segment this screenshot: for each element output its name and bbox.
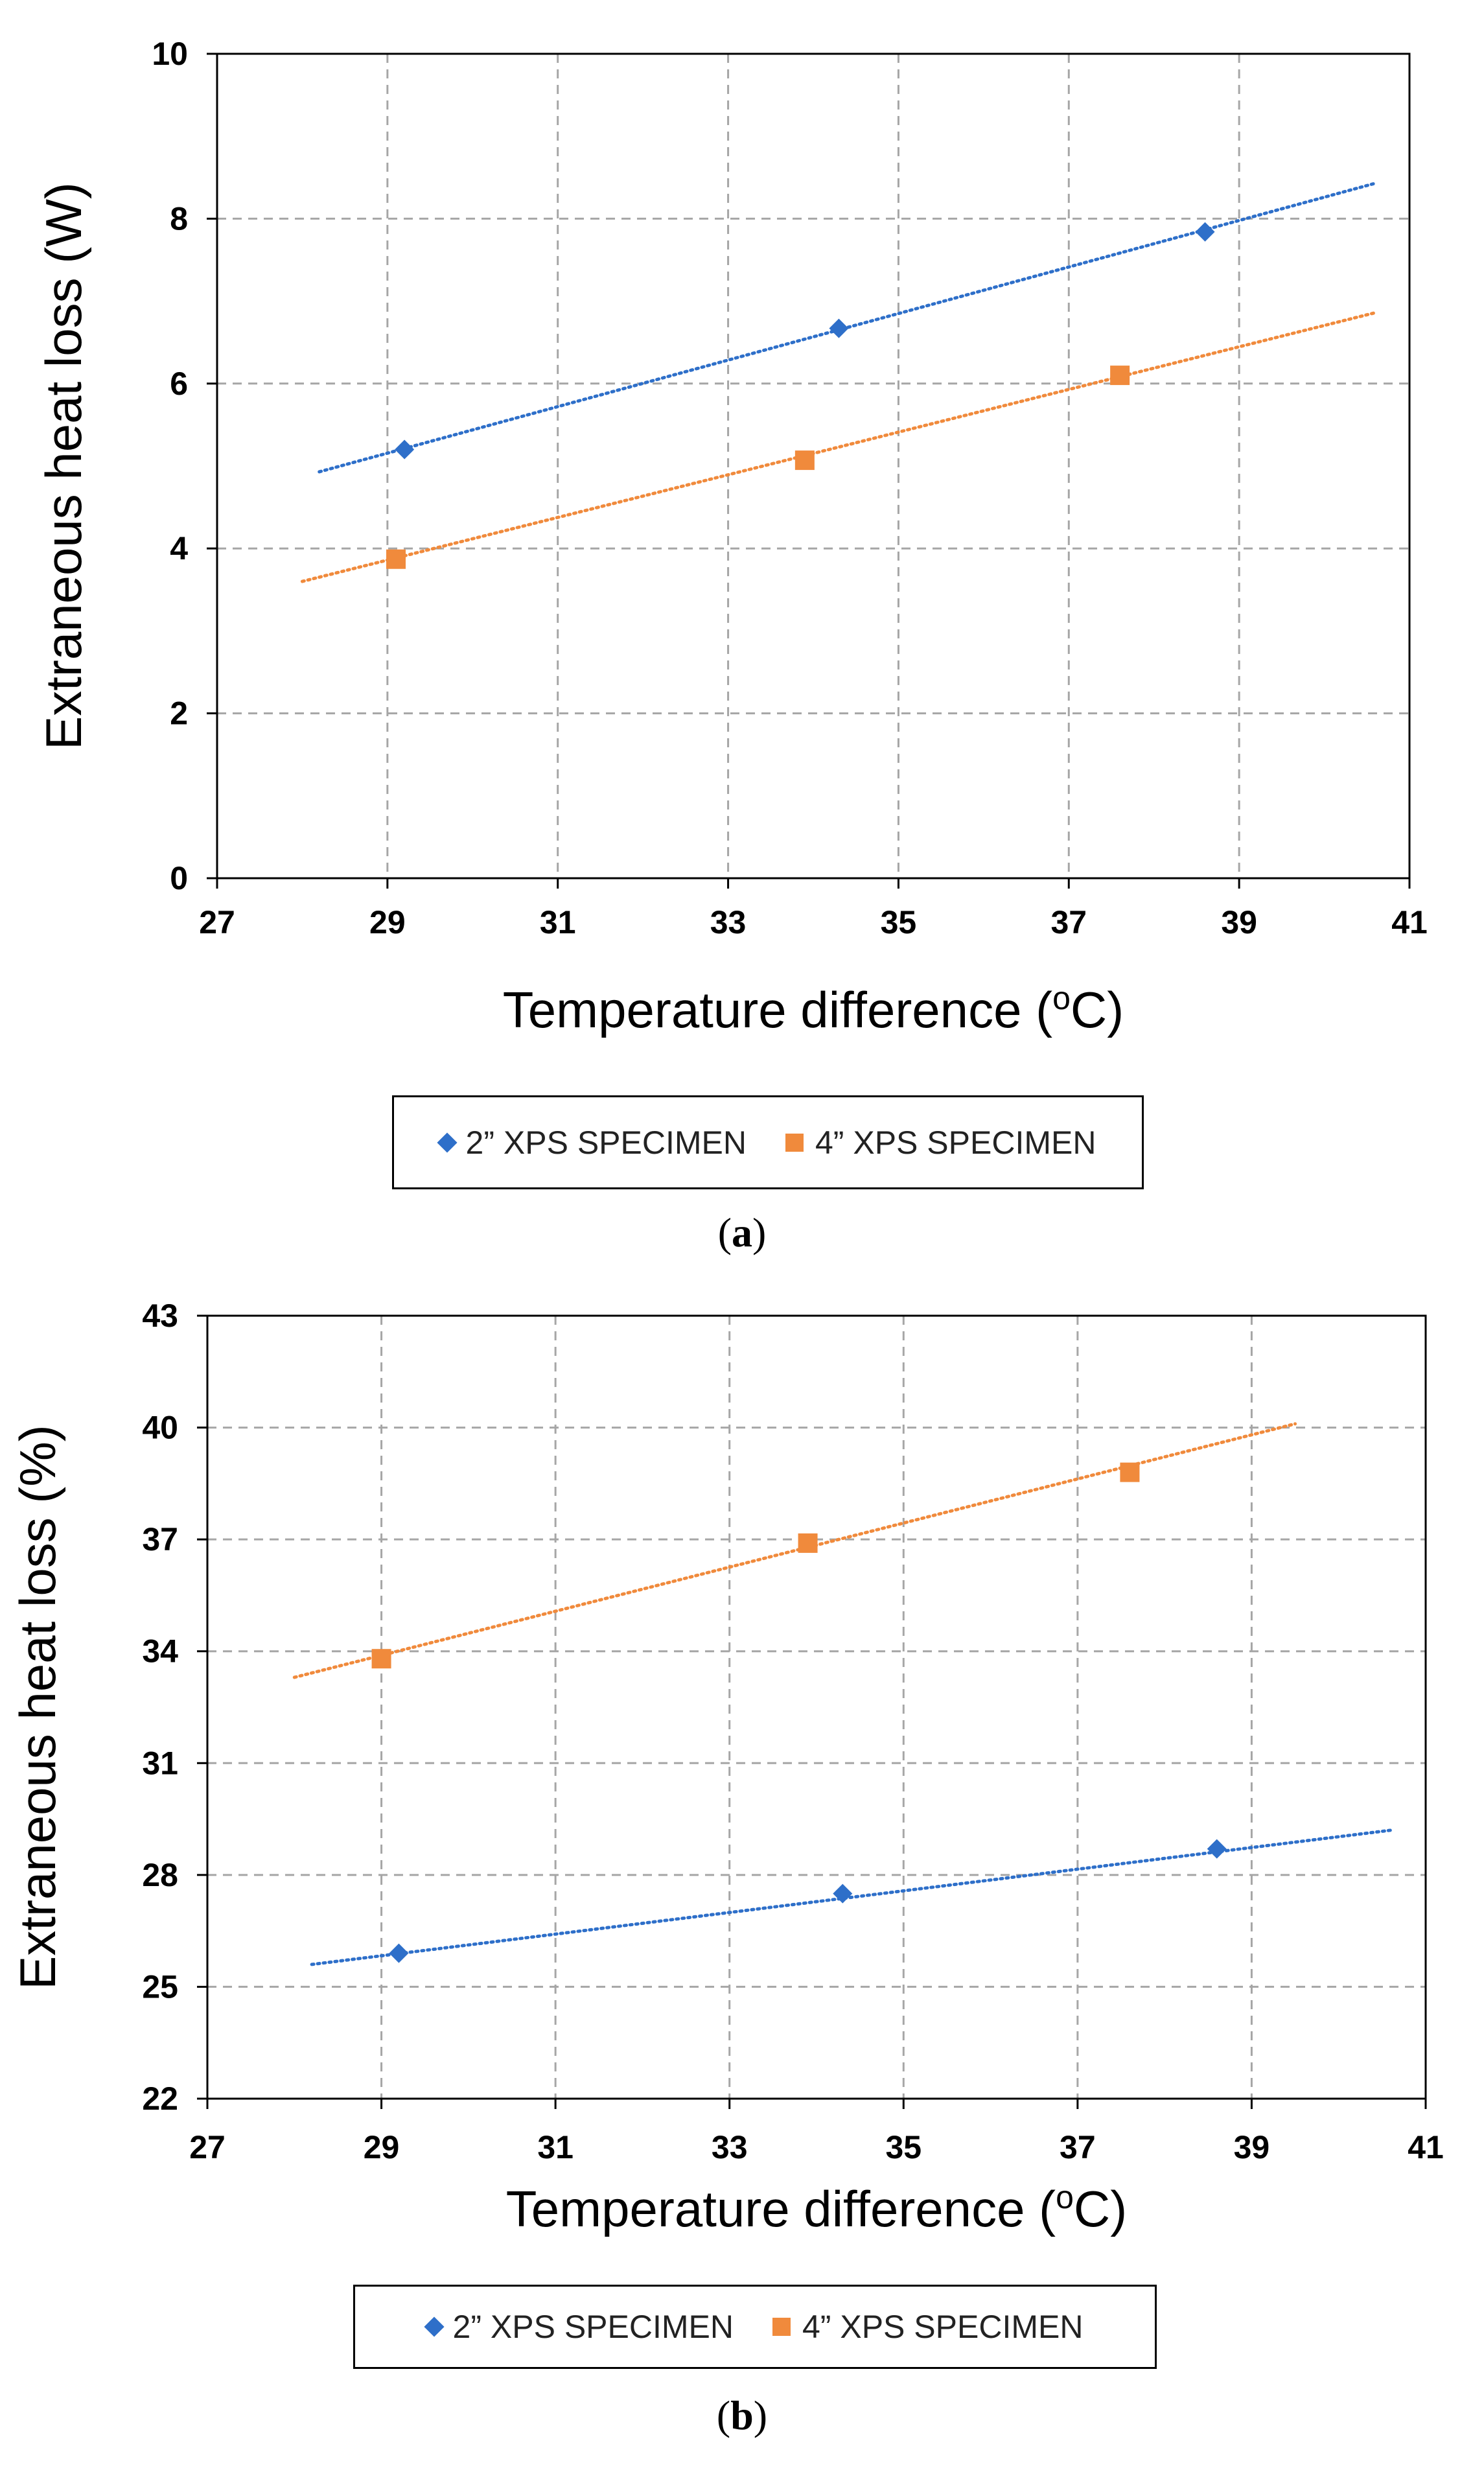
data-point-diamond — [395, 439, 415, 460]
data-point-diamond — [1207, 1839, 1227, 1859]
chart-b: 27 29 31 33 35 37 39 41 22 25 28 31 34 37 40 43 Temperat… — [9, 1298, 1444, 2237]
legend-a-label-2in: 2” XPS SPECIMEN — [465, 1124, 747, 1161]
x-tick-label: 37 — [1060, 2129, 1096, 2165]
x-tick-label: 33 — [710, 904, 747, 940]
plot-frame — [216, 52, 1411, 880]
data-point-square — [798, 1533, 818, 1553]
x-tick-label: 39 — [1234, 2129, 1270, 2165]
legend-b-item-4in: 4” XPS SPECIMEN — [772, 2308, 1083, 2346]
x-tick-label: 39 — [1221, 904, 1257, 940]
x-axis-title: Temperature difference (oC) — [503, 980, 1124, 1038]
x-axis-title: Temperature difference (oC) — [506, 2179, 1127, 2237]
y-tick-label: 2 — [170, 695, 188, 732]
y-tick-label: 28 — [142, 1857, 178, 1893]
data-point-diamond — [829, 318, 849, 338]
square-marker-icon — [785, 1133, 804, 1152]
y-tick-label: 31 — [142, 1745, 178, 1781]
y-tick-label: 37 — [142, 1521, 178, 1557]
x-tick-label: 33 — [712, 2129, 748, 2165]
y-tick-label: 4 — [170, 530, 188, 566]
data-point-square — [794, 450, 815, 471]
diamond-marker-icon — [436, 1132, 458, 1153]
y-tick-label: 6 — [170, 366, 188, 402]
data-point-square — [1120, 1462, 1140, 1482]
data-point-diamond — [389, 1943, 409, 1963]
y-tick-label: 0 — [170, 860, 188, 896]
legend-a: 2” XPS SPECIMEN 4” XPS SPECIMEN — [392, 1095, 1144, 1189]
data-point-square — [386, 549, 406, 569]
legend-a-item-4in: 4” XPS SPECIMEN — [785, 1124, 1096, 1161]
data-point-diamond — [1195, 222, 1215, 242]
legend-b-label-2in: 2” XPS SPECIMEN — [452, 2309, 734, 2345]
y-axis-title: Extraneous heat loss (W) — [35, 182, 92, 750]
data-point-diamond — [833, 1883, 853, 1904]
panel-caption-b: (b) — [716, 2392, 768, 2438]
data-point-square — [1110, 366, 1130, 386]
panel-caption-a: (a) — [717, 1209, 767, 1255]
y-tick-label: 40 — [142, 1410, 178, 1446]
chart-a: 27 29 31 33 35 37 39 41 0 2 4 6 8 10 Temperature diffe… — [35, 36, 1428, 1038]
legend-a-label-4in: 4” XPS SPECIMEN — [815, 1124, 1096, 1161]
x-tick-label: 29 — [369, 904, 406, 940]
x-tick-label: 27 — [189, 2129, 226, 2165]
y-tick-label: 34 — [142, 1633, 178, 1670]
plot-area — [207, 1316, 1426, 2099]
panel-caption-b-letter: b — [730, 2392, 754, 2438]
y-tick-label: 25 — [142, 1968, 178, 2005]
x-tick-label: 31 — [540, 904, 576, 940]
x-tick-label: 29 — [364, 2129, 400, 2165]
legend-a-item-2in: 2” XPS SPECIMEN — [436, 1124, 747, 1161]
square-marker-icon — [772, 2318, 791, 2336]
legend-b: 2” XPS SPECIMEN 4” XPS SPECIMEN — [353, 2285, 1157, 2369]
plot-frame — [206, 1314, 1427, 2100]
y-axis-title: Extraneous heat loss (%) — [9, 1425, 66, 1989]
x-tick-label: 41 — [1408, 2129, 1444, 2165]
legend-b-item-2in: 2” XPS SPECIMEN — [423, 2308, 734, 2346]
diamond-marker-icon — [423, 2316, 445, 2337]
y-tick-label: 10 — [152, 36, 188, 72]
y-tick-label: 8 — [170, 200, 188, 237]
x-tick-label: 27 — [199, 904, 235, 940]
x-tick-label: 41 — [1391, 904, 1428, 940]
panel-caption-a-letter: a — [732, 1209, 752, 1255]
x-tick-label: 35 — [881, 904, 917, 940]
legend-b-label-4in: 4” XPS SPECIMEN — [802, 2309, 1084, 2345]
y-tick-label: 22 — [142, 2081, 178, 2117]
y-tick-label: 43 — [142, 1298, 178, 1334]
x-tick-label: 37 — [1050, 904, 1087, 940]
x-tick-label: 35 — [885, 2129, 922, 2165]
data-point-square — [371, 1649, 391, 1669]
x-tick-label: 31 — [537, 2129, 574, 2165]
trendline-series-2 — [300, 310, 1377, 583]
